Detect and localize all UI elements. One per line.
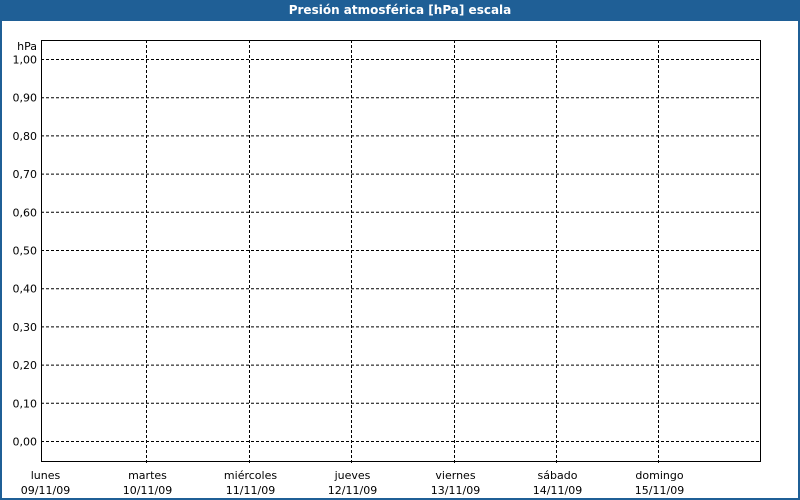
- y-tick-label: 0,30: [13, 321, 38, 334]
- y-tick-label: 0,60: [13, 206, 38, 219]
- x-tick-date: 12/11/09: [328, 484, 377, 497]
- y-tick-label: 0,40: [13, 283, 38, 296]
- x-tick-day: martes: [128, 469, 167, 482]
- x-tick-day: jueves: [334, 469, 371, 482]
- x-tick-day: domingo: [635, 469, 683, 482]
- y-tick-label: 0,10: [13, 397, 38, 410]
- x-tick-day: miércoles: [224, 469, 277, 482]
- y-tick-label: 0,50: [13, 245, 38, 258]
- x-tick-date: 14/11/09: [533, 484, 582, 497]
- x-tick-day: viernes: [435, 469, 475, 482]
- y-tick-label: 0,90: [13, 92, 38, 105]
- y-tick-label: 0,00: [13, 436, 38, 449]
- x-tick-day: lunes: [31, 469, 61, 482]
- y-tick-label: 1,00: [13, 54, 38, 67]
- y-axis-label: hPa: [17, 40, 37, 53]
- y-tick-label: 0,20: [13, 359, 38, 372]
- plot-frame: [41, 40, 761, 462]
- y-tick-label: 0,80: [13, 130, 38, 143]
- x-tick-date: 09/11/09: [21, 484, 70, 497]
- x-tick-date: 15/11/09: [635, 484, 684, 497]
- chart-title: Presión atmosférica [hPa] escala: [0, 0, 800, 21]
- x-tick-date: 13/11/09: [431, 484, 480, 497]
- x-tick-day: sábado: [538, 469, 578, 482]
- x-tick-date: 11/11/09: [226, 484, 275, 497]
- y-tick-label: 0,70: [13, 168, 38, 181]
- x-tick-date: 10/11/09: [123, 484, 172, 497]
